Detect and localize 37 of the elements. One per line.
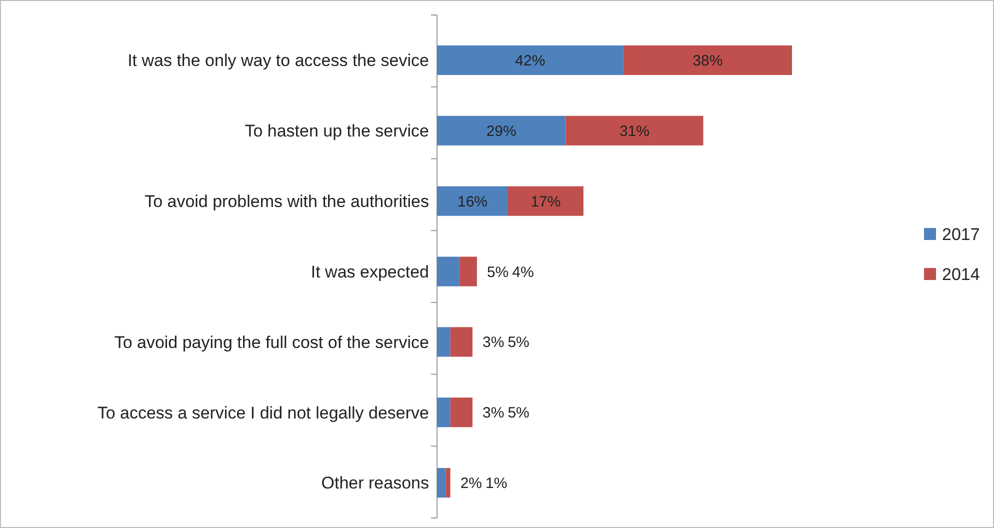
y-tick-label: To avoid problems with the authorities	[144, 192, 429, 212]
y-tick-label: To access a service I did not legally deserve	[97, 403, 429, 422]
data-label: 2%	[460, 475, 482, 492]
bar	[459, 256, 477, 286]
bar	[437, 186, 508, 216]
data-label: 16%	[457, 193, 488, 210]
data-label: 31%	[619, 122, 650, 140]
bar	[450, 398, 472, 428]
bar	[437, 327, 450, 357]
bar	[437, 116, 566, 146]
data-label: 3%	[482, 334, 504, 352]
legend-label: 2017	[942, 224, 980, 244]
bar	[437, 256, 460, 286]
y-tick-label: Other reasons	[321, 474, 429, 493]
bar	[446, 468, 450, 498]
bar	[450, 327, 472, 357]
data-label: 29%	[486, 122, 516, 140]
bar	[566, 116, 704, 146]
y-tick-label: To avoid paying the full cost of the service	[114, 332, 429, 352]
data-label: 42%	[515, 52, 546, 70]
data-label: 5%	[508, 404, 530, 422]
data-label: 5%	[486, 264, 509, 281]
data-label: 1%	[486, 475, 508, 492]
data-label: 38%	[692, 52, 723, 70]
data-label: 3%	[482, 404, 504, 422]
bar	[437, 468, 446, 498]
bar	[508, 186, 584, 216]
data-label: 17%	[530, 193, 561, 210]
y-tick-label: It was the only way to access the sevice	[128, 51, 429, 70]
data-label: 4%	[512, 264, 534, 281]
legend-label: 2014	[942, 264, 980, 284]
bar	[623, 45, 792, 76]
bar	[437, 398, 450, 428]
data-label: 5%	[508, 334, 530, 352]
y-tick-label: To hasten up the service	[244, 122, 429, 141]
bar	[437, 45, 624, 76]
y-tick-label: It was expected	[310, 262, 429, 282]
